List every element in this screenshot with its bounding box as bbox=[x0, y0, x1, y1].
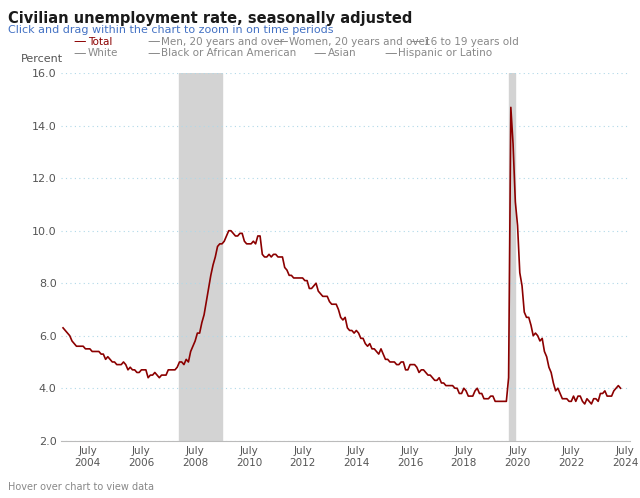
Text: White: White bbox=[88, 48, 118, 58]
Text: Women, 20 years and over: Women, 20 years and over bbox=[289, 37, 429, 47]
Text: Percent: Percent bbox=[21, 54, 63, 64]
Text: 16 to 19 years old: 16 to 19 years old bbox=[424, 37, 518, 47]
Text: Total: Total bbox=[88, 37, 112, 47]
Bar bbox=[509, 73, 515, 441]
Text: —: — bbox=[74, 47, 86, 60]
Text: Black or African American: Black or African American bbox=[161, 48, 296, 58]
Text: —: — bbox=[410, 35, 422, 48]
Text: Hover over chart to view data: Hover over chart to view data bbox=[8, 482, 154, 492]
Text: Civilian unemployment rate, seasonally adjusted: Civilian unemployment rate, seasonally a… bbox=[8, 11, 412, 26]
Bar bbox=[179, 73, 222, 441]
Text: Click and drag within the chart to zoom in on time periods: Click and drag within the chart to zoom … bbox=[8, 25, 333, 35]
Text: —: — bbox=[147, 47, 160, 60]
Text: Hispanic or Latino: Hispanic or Latino bbox=[398, 48, 492, 58]
Text: —: — bbox=[147, 35, 160, 48]
Text: Men, 20 years and over: Men, 20 years and over bbox=[161, 37, 284, 47]
Text: —: — bbox=[314, 47, 326, 60]
Text: —: — bbox=[384, 47, 397, 60]
Text: Asian: Asian bbox=[328, 48, 356, 58]
Text: —: — bbox=[275, 35, 288, 48]
Text: —: — bbox=[74, 35, 86, 48]
